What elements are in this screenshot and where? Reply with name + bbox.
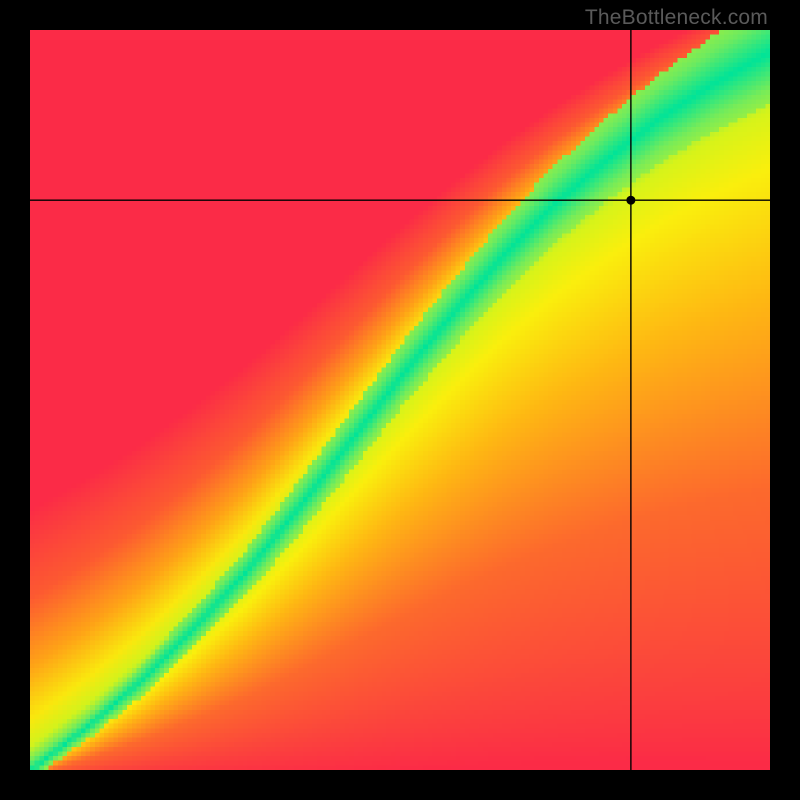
plot-area [30, 30, 770, 770]
chart-container: TheBottleneck.com [0, 0, 800, 800]
bottleneck-heatmap [30, 30, 770, 770]
watermark-text: TheBottleneck.com [585, 6, 768, 30]
